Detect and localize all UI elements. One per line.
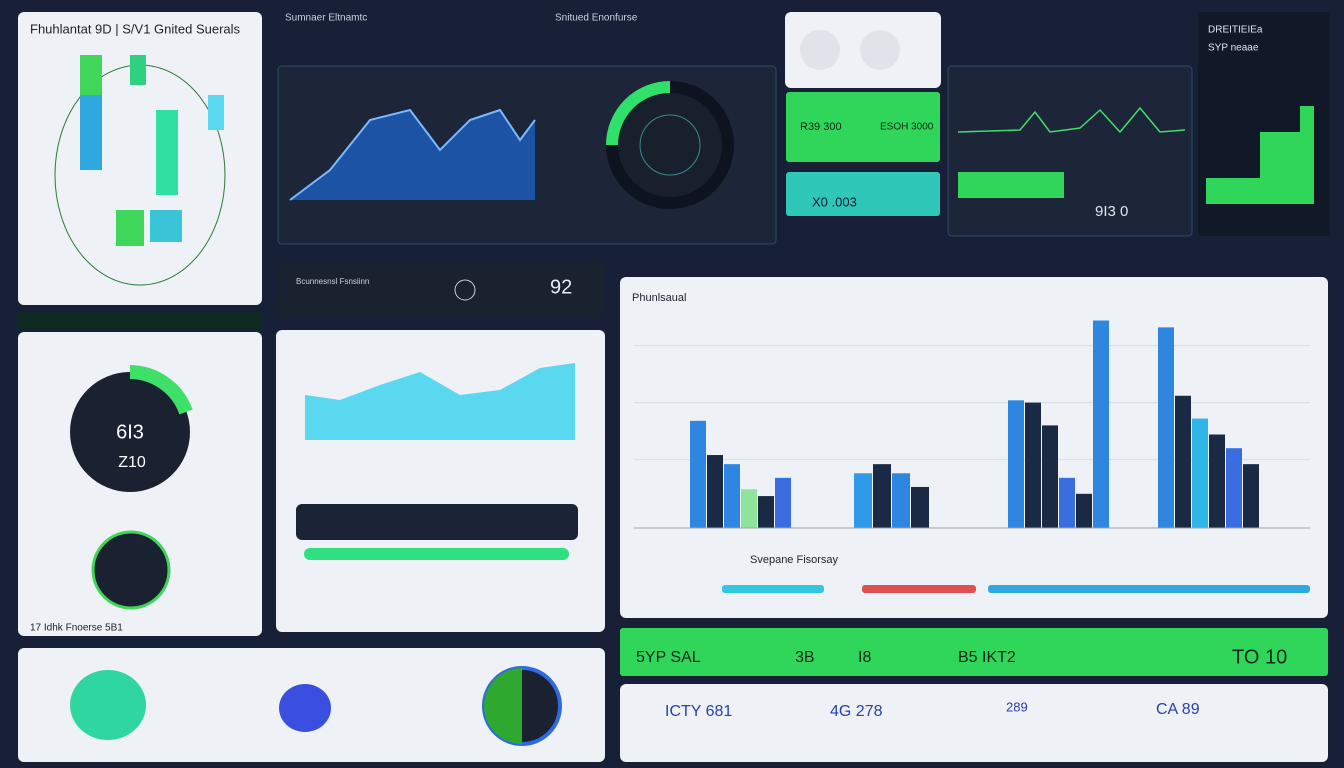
panel [278, 262, 605, 318]
bar [1192, 418, 1208, 528]
gauge [70, 372, 190, 492]
bar-chart: Phunlsaual Svepane Fisorsay [632, 292, 1310, 566]
panel [620, 277, 1328, 618]
decoration [988, 585, 1310, 593]
bar [873, 464, 891, 528]
card-value: R39 300 [800, 121, 842, 133]
bar [1158, 327, 1174, 528]
card [786, 92, 940, 162]
panel [18, 12, 262, 305]
decoration [304, 548, 569, 560]
bar [1076, 493, 1092, 528]
decoration [958, 172, 1064, 198]
bar [1243, 464, 1259, 528]
label: DREITIEIEa [1208, 25, 1263, 36]
area-decoration [305, 363, 575, 440]
decoration [130, 55, 146, 85]
decoration [70, 670, 146, 740]
gauge-arc [129, 365, 193, 415]
card-value: ESOH 3000 [880, 122, 934, 133]
gauge-sub: Z10 [118, 454, 146, 471]
bar [1008, 400, 1024, 528]
bar [1059, 477, 1075, 528]
decoration [296, 504, 578, 540]
icon [800, 30, 840, 70]
line-decoration [957, 106, 1186, 134]
area-decoration [290, 110, 535, 200]
gauge [91, 530, 171, 610]
banner-text: B5 IKT2 [958, 649, 1016, 666]
bar [1093, 320, 1109, 528]
bar [1209, 434, 1225, 528]
decoration [279, 684, 331, 732]
title: Fhuhlantat 9D | S/V1 Gnited Suerals [30, 21, 241, 36]
decoration [18, 312, 262, 330]
banner-text: 3B [795, 649, 815, 666]
icon [860, 30, 900, 70]
value: 4G 278 [830, 703, 883, 720]
bar [775, 477, 791, 528]
value: 289 [1006, 699, 1028, 714]
bar [1226, 448, 1242, 528]
card [786, 172, 940, 216]
label: 17 Idhk Fnoerse 5B1 [30, 623, 123, 634]
decoration [484, 668, 522, 744]
bar [911, 486, 929, 528]
label: Snitued Enonfurse [555, 13, 638, 24]
decoration [862, 585, 976, 593]
card-value: X0 .003 [812, 194, 857, 209]
decoration [116, 210, 144, 246]
bar [892, 473, 910, 528]
decoration [150, 210, 182, 242]
banner [620, 628, 1328, 676]
card-value: 9I3 0 [1095, 203, 1128, 220]
panel [947, 65, 1193, 237]
decoration [722, 585, 824, 593]
value: ICTY 681 [665, 703, 732, 720]
label: Bcunnesnsl Fsnsiinn [296, 277, 369, 286]
line-decoration [289, 108, 536, 201]
banner-text: TO 10 [1232, 646, 1287, 668]
icon [454, 279, 476, 301]
bar [1025, 402, 1041, 528]
bar [854, 473, 872, 528]
gauge-value: 6I3 [116, 421, 144, 443]
label: Sumnaer Eltnamtc [285, 13, 367, 24]
decoration [156, 110, 178, 195]
bar [724, 464, 740, 528]
banner-text: I8 [858, 649, 871, 666]
decoration [639, 114, 701, 176]
decoration [80, 55, 102, 95]
bar [707, 455, 723, 528]
chart-title: Phunlsaual [632, 292, 686, 304]
decoration [1206, 106, 1314, 204]
gauge-arc [606, 81, 671, 146]
decoration [208, 95, 224, 130]
bar [1175, 395, 1191, 528]
bar [690, 420, 706, 528]
bar [1042, 425, 1058, 528]
bar [758, 496, 774, 528]
label: SYP neaae [1208, 43, 1259, 54]
value: CA 89 [1156, 701, 1200, 718]
banner-text: 5YP SAL [636, 649, 701, 666]
panel [620, 684, 1328, 762]
strip-value: 92 [550, 276, 572, 298]
bar [741, 489, 757, 528]
x-axis-label: Svepane Fisorsay [750, 554, 839, 566]
